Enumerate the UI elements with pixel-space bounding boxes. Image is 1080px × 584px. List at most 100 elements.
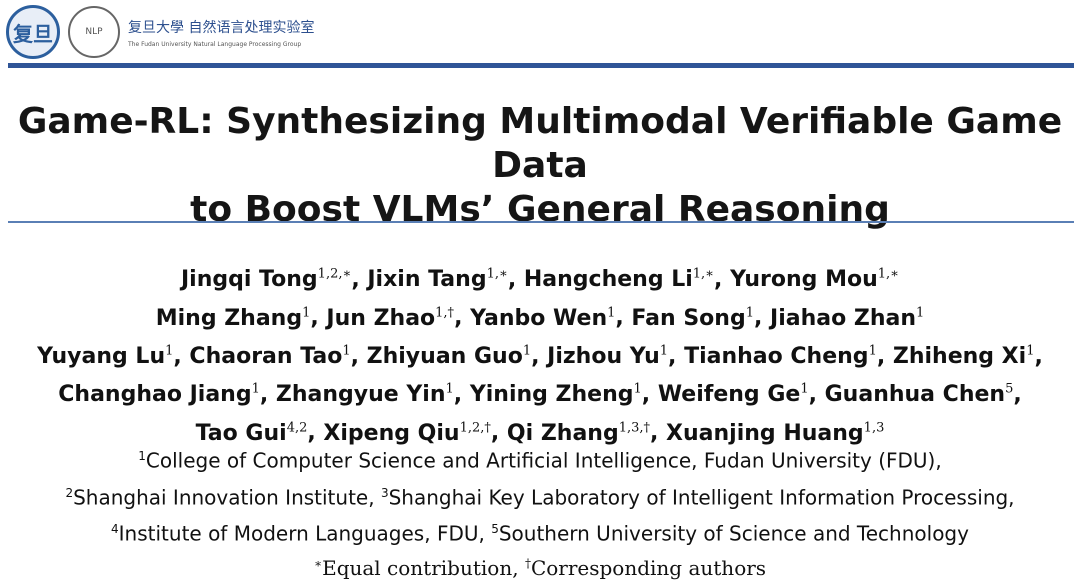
author-affiliation-mark: 1 [607, 305, 616, 321]
affiliation-number: 4 [111, 522, 119, 537]
lab-name: 复旦大學 自然语言处理实验室 The Fudan University Natu… [128, 17, 314, 48]
author-affiliation-mark: 1 [165, 343, 174, 359]
author: Weifeng Ge1 [658, 382, 809, 407]
author-name: Xipeng Qiu [323, 420, 460, 446]
author: Guanhua Chen5 [825, 382, 1014, 407]
author-name: Zhiyuan Guo [366, 343, 523, 369]
author: Hangcheng Li1,∗ [524, 267, 714, 292]
note-mark: ∗ [313, 556, 323, 571]
author-name: Chaoran Tao [189, 343, 343, 369]
logo-area: 复旦 NLP 复旦大學 自然语言处理实验室 The Fudan Universi… [6, 4, 314, 60]
seal-text: NLP [85, 27, 103, 37]
affiliations: 1College of Computer Science and Artific… [0, 440, 1080, 550]
author: Fan Song1 [631, 305, 754, 331]
author-line: Jingqi Tong1,2,∗, Jixin Tang1,∗, Hangche… [180, 267, 900, 293]
author-name: Ming Zhang [155, 305, 303, 331]
affiliation-line: 2Shanghai Innovation Institute, 3Shangha… [0, 477, 1080, 514]
affiliation-text: Southern University of Science and Techn… [498, 521, 969, 546]
author-line: Tao Gui4,2, Xipeng Qiu1,2,†, Qi Zhang1,3… [195, 420, 885, 446]
lab-name-en: The Fudan University Natural Language Pr… [128, 40, 302, 48]
title-line-1: Game-RL: Synthesizing Multimodal Verifia… [17, 101, 1063, 186]
author-name: Tianhao Cheng [684, 343, 869, 369]
author: Yanbo Wen1 [470, 305, 616, 331]
author: Qi Zhang1,3,† [506, 420, 651, 446]
author: Jun Zhao1,† [326, 305, 455, 330]
note-mark: † [524, 556, 531, 571]
affiliation-line: 1College of Computer Science and Artific… [0, 440, 1080, 477]
header-bar [8, 63, 1074, 68]
author: Jizhou Yu1 [547, 344, 668, 369]
author-name: Fan Song [631, 305, 746, 331]
paper-title: Game-RL: Synthesizing Multimodal Verifia… [0, 100, 1080, 232]
author-affiliation-mark: 1,∗ [486, 267, 508, 282]
author: Tianhao Cheng1 [684, 344, 877, 369]
author: Jiahao Zhan1 [770, 305, 925, 331]
author: Jingqi Tong1,2,∗ [181, 267, 351, 292]
author-name: Weifeng Ge [657, 382, 801, 408]
author: Zhiyuan Guo1 [367, 344, 531, 369]
author: Jixin Tang1,∗ [367, 267, 507, 292]
author-name: Zhangyue Yin [275, 382, 446, 408]
author-affiliation-mark: 1,2,∗ [317, 267, 352, 282]
author-affiliation-mark: 1,∗ [692, 267, 715, 282]
author-affiliation-mark: 1 [745, 305, 754, 321]
author: Yining Zheng1 [470, 382, 642, 407]
seal-text: 复旦 [13, 21, 53, 46]
author: Yuyang Lu1 [37, 344, 173, 369]
author-name: Tao Gui [195, 420, 287, 446]
author-affiliation-mark: 1 [916, 305, 925, 321]
author-affiliation-mark: 1,2,† [459, 420, 491, 436]
author-affiliation-mark: 1,∗ [877, 267, 900, 282]
author-name: Guanhua Chen [824, 382, 1006, 408]
author-name: Yining Zheng [469, 382, 634, 408]
affiliation-number: 3 [380, 485, 389, 500]
author: Yurong Mou1,∗ [730, 267, 899, 292]
affiliation-number: 2 [65, 485, 74, 500]
affiliation-text: Shanghai Key Laboratory of Intelligent I… [388, 485, 1015, 510]
author-affiliation-mark: 1 [251, 381, 260, 397]
fudan-university-seal: 复旦 [6, 5, 60, 59]
author: Zhangyue Yin1 [276, 382, 454, 407]
author-affiliation-mark: 1 [633, 381, 642, 397]
author: Ming Zhang1 [155, 305, 311, 331]
author-name: Zhiheng Xi [892, 343, 1027, 369]
author-affiliation-mark: 1 [868, 343, 877, 359]
lab-name-cn: 复旦大學 自然语言处理实验室 [128, 19, 315, 36]
author-name: Jizhou Yu [547, 343, 660, 369]
author-affiliation-mark: 1 [522, 343, 532, 359]
author-line: Changhao Jiang1, Zhangyue Yin1, Yining Z… [58, 381, 1022, 408]
author-line: Ming Zhang1, Jun Zhao1,†, Yanbo Wen1, Fa… [155, 305, 925, 331]
author-affiliation-mark: 1 [659, 343, 669, 359]
author-name: Hangcheng Li [523, 267, 693, 293]
note-text: Corresponding authors [530, 556, 767, 580]
author-affiliation-mark: 1 [445, 381, 454, 397]
author: Xipeng Qiu1,2,† [323, 420, 491, 446]
affiliation-number: 5 [491, 522, 499, 537]
author-name: Yanbo Wen [470, 305, 608, 331]
author-affiliation-mark: 1,† [435, 305, 455, 321]
author-name: Jiahao Zhan [770, 305, 916, 331]
author-line: Yuyang Lu1, Chaoran Tao1, Zhiyuan Guo1, … [37, 343, 1043, 369]
title-line-2: to Boost VLMs’ General Reasoning [190, 189, 890, 230]
author-name: Yuyang Lu [37, 343, 166, 369]
author-affiliation-mark: 1 [800, 381, 809, 397]
author-name: Jixin Tang [367, 267, 487, 293]
footnote: ∗Equal contribution, †Corresponding auth… [0, 556, 1080, 580]
affiliation-text: College of Computer Science and Artifici… [145, 448, 942, 473]
author-affiliation-mark: 1 [342, 343, 351, 359]
author-name: Changhao Jiang [58, 382, 252, 408]
author-name: Qi Zhang [506, 420, 619, 446]
author-affiliation-mark: 1 [1026, 343, 1035, 359]
author: Tao Gui4,2 [195, 420, 308, 446]
author-affiliation-mark: 1,3,† [618, 420, 651, 436]
author-affiliation-mark: 1,3 [863, 420, 885, 436]
author: Chaoran Tao1 [189, 344, 350, 369]
author: Changhao Jiang1 [58, 382, 260, 407]
author: Zhiheng Xi1 [893, 344, 1035, 369]
author-affiliation-mark: 5 [1005, 381, 1014, 397]
title-divider [8, 221, 1074, 223]
author-name: Yurong Mou [730, 267, 878, 293]
author-affiliation-mark: 1 [302, 305, 311, 321]
author-affiliation-mark: 4,2 [286, 420, 308, 436]
affiliation-number: 1 [138, 449, 146, 463]
